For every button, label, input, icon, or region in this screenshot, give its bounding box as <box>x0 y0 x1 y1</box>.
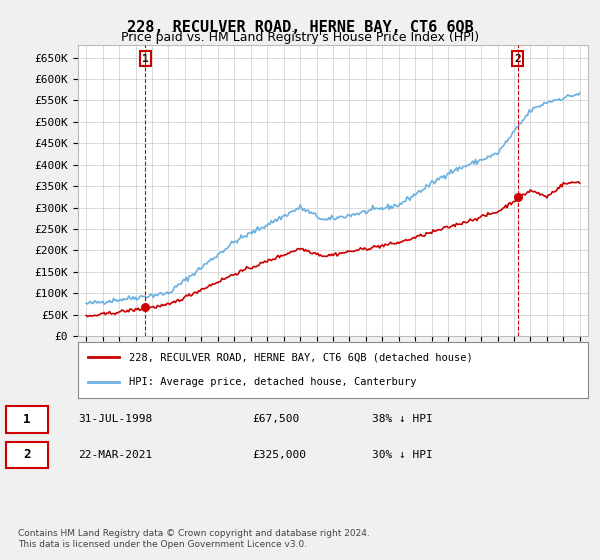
Text: 228, RECULVER ROAD, HERNE BAY, CT6 6QB: 228, RECULVER ROAD, HERNE BAY, CT6 6QB <box>127 20 473 35</box>
Point <box>513 192 523 201</box>
Text: £325,000: £325,000 <box>252 450 306 460</box>
Text: 1: 1 <box>142 54 148 63</box>
Text: 228, RECULVER ROAD, HERNE BAY, CT6 6QB (detached house): 228, RECULVER ROAD, HERNE BAY, CT6 6QB (… <box>129 352 473 362</box>
FancyBboxPatch shape <box>6 405 48 432</box>
Text: 22-MAR-2021: 22-MAR-2021 <box>78 450 152 460</box>
Text: 31-JUL-1998: 31-JUL-1998 <box>78 414 152 424</box>
Text: Price paid vs. HM Land Registry's House Price Index (HPI): Price paid vs. HM Land Registry's House … <box>121 31 479 44</box>
Text: HPI: Average price, detached house, Canterbury: HPI: Average price, detached house, Cant… <box>129 377 416 387</box>
Text: 1: 1 <box>23 413 31 426</box>
Text: 38% ↓ HPI: 38% ↓ HPI <box>372 414 433 424</box>
Point <box>140 302 150 311</box>
Text: £67,500: £67,500 <box>252 414 299 424</box>
FancyBboxPatch shape <box>6 441 48 468</box>
Text: 2: 2 <box>514 54 521 63</box>
Text: 2: 2 <box>23 449 31 461</box>
Text: Contains HM Land Registry data © Crown copyright and database right 2024.
This d: Contains HM Land Registry data © Crown c… <box>18 529 370 549</box>
Text: 30% ↓ HPI: 30% ↓ HPI <box>372 450 433 460</box>
